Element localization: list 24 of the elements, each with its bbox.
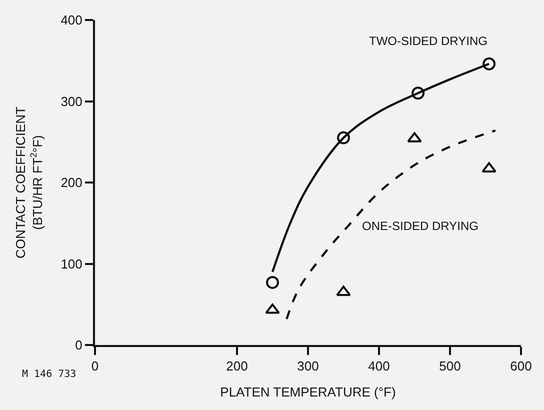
x-tick-label: 200 [226, 358, 248, 374]
x-tick-label: 500 [439, 358, 461, 374]
y-tick-label: 0 [75, 338, 82, 353]
y-tick-label: 200 [60, 175, 82, 190]
point [412, 86, 425, 100]
text: M 146 733 [22, 369, 76, 380]
series-label: ONE-SIDED DRYING [362, 219, 478, 233]
point [265, 304, 280, 314]
series-label: TWO-SIDED DRYING [369, 34, 488, 48]
y-tick-label: 400 [60, 12, 82, 28]
x-tick-label: 600 [510, 358, 532, 374]
y-tick-label: 300 [60, 94, 82, 109]
point [336, 286, 351, 296]
point [482, 57, 496, 70]
point [407, 132, 422, 142]
point [482, 162, 496, 172]
x-axis-title: PLATEN TEMPERATURE (°F) [220, 384, 396, 400]
x-tick-label: 400 [368, 358, 390, 374]
y-tick-label: 100 [60, 256, 82, 272]
point [266, 276, 279, 289]
x-tick-label: 0 [91, 358, 99, 374]
line-series [286, 129, 497, 320]
x-tick-label: 300 [297, 358, 319, 374]
point [337, 131, 350, 144]
